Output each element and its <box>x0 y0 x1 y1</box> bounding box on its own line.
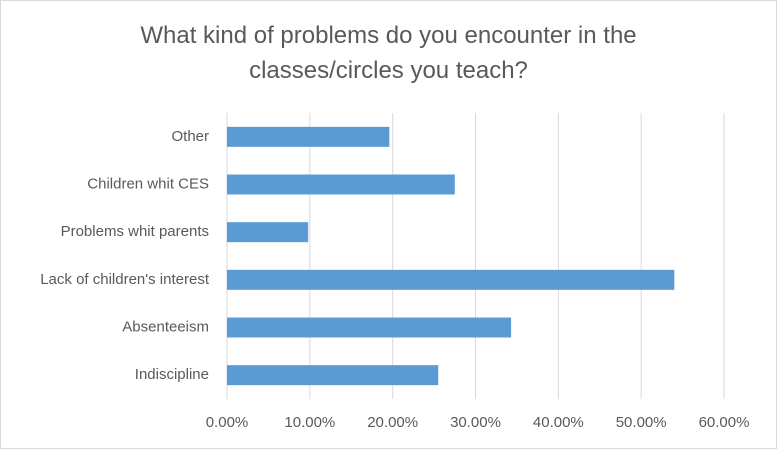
x-tick-label: 10.00% <box>284 414 335 431</box>
x-tick-label: 0.00% <box>206 414 249 431</box>
x-tick-label: 30.00% <box>450 414 501 431</box>
bar <box>227 222 309 243</box>
y-tick-label: Absenteeism <box>122 318 209 335</box>
y-tick-label: Children whit CES <box>87 175 209 192</box>
y-tick-label: Lack of children's interest <box>40 271 210 288</box>
bar <box>227 126 390 147</box>
bar <box>227 365 439 386</box>
y-tick-label: Problems whit parents <box>61 223 209 240</box>
chart-title: What kind of problems do you encounter i… <box>140 22 637 84</box>
x-tick-label: 60.00% <box>699 414 750 431</box>
x-tick-label: 50.00% <box>616 414 667 431</box>
x-tick-label: 40.00% <box>533 414 584 431</box>
bar <box>227 317 512 338</box>
x-tick-label: 20.00% <box>367 414 418 431</box>
bar <box>227 269 675 290</box>
bar <box>227 174 455 195</box>
y-tick-label: Other <box>171 128 209 145</box>
y-tick-label: Indiscipline <box>135 366 209 383</box>
